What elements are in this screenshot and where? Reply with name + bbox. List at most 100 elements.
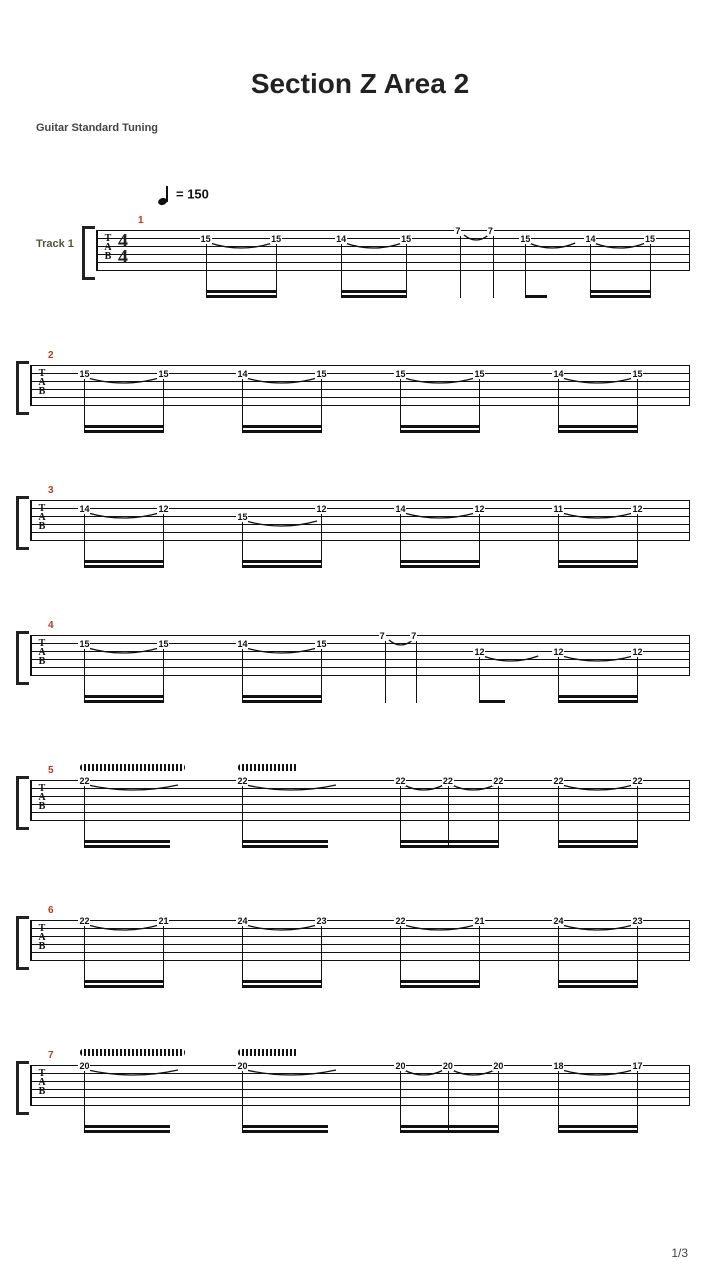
beam: [400, 560, 479, 563]
beam: [242, 1125, 327, 1128]
tie-arc: [562, 923, 633, 937]
bar-number: 7: [48, 1050, 54, 1061]
beam: [558, 1125, 637, 1128]
staff-system: TAB720202020201817: [30, 1065, 690, 1105]
staff-line: [96, 238, 690, 239]
barline: [30, 365, 32, 405]
tuning-label: Guitar Standard Tuning: [36, 122, 158, 134]
fret-number: 15: [200, 234, 212, 244]
note-stem: [400, 923, 401, 988]
note-stem: [321, 646, 322, 703]
note-stem: [637, 923, 638, 988]
beam: [479, 700, 504, 703]
note-stem: [558, 783, 559, 848]
beam: [242, 425, 321, 428]
tab-clef: TAB: [36, 369, 48, 396]
fret-number: 15: [644, 234, 656, 244]
fret-number: 7: [454, 226, 461, 236]
staff-system: TAB62221242322212423: [30, 920, 690, 960]
fret-number: 21: [157, 916, 169, 926]
system-bracket: [16, 916, 29, 970]
beam: [400, 980, 479, 983]
beam: [84, 840, 169, 843]
note-stem: [321, 376, 322, 433]
tie-arc: [88, 923, 159, 937]
tie-arc: [404, 783, 443, 797]
fret-number: 7: [410, 631, 417, 641]
fret-number: 12: [552, 647, 564, 657]
beam: [84, 700, 163, 703]
beam: [558, 1130, 637, 1133]
note-stem: [400, 1068, 401, 1133]
tie-arc: [464, 233, 489, 247]
fret-number: 24: [236, 916, 248, 926]
fret-number: 12: [157, 504, 169, 514]
staff-line: [30, 635, 690, 636]
fret-number: 23: [315, 916, 327, 926]
beam: [341, 295, 406, 298]
staff-line: [30, 508, 690, 509]
beam: [84, 845, 169, 848]
fret-number: 22: [78, 916, 90, 926]
beam: [242, 565, 321, 568]
tie-arc: [562, 376, 633, 390]
fret-number: 22: [394, 916, 406, 926]
beam: [525, 295, 547, 298]
note-stem: [448, 783, 449, 848]
fret-number: 22: [394, 776, 406, 786]
fret-number: 15: [519, 234, 531, 244]
fret-number: 22: [442, 776, 454, 786]
note-stem: [558, 1068, 559, 1133]
beam: [558, 700, 637, 703]
fret-number: 22: [552, 776, 564, 786]
beam: [558, 430, 637, 433]
beam: [558, 845, 637, 848]
staff-system: TAB41515141577121212: [30, 635, 690, 675]
note-stem: [400, 783, 401, 848]
staff-line: [96, 270, 690, 271]
staff-system: TAB522222222222222: [30, 780, 690, 820]
staff-line: [96, 262, 690, 263]
beam: [558, 695, 637, 698]
barline: [689, 500, 690, 540]
beam: [590, 295, 650, 298]
note-stem: [637, 783, 638, 848]
note-stem: [242, 1068, 243, 1133]
tie-arc: [246, 783, 336, 797]
barline: [689, 920, 690, 960]
tie-arc: [389, 638, 413, 652]
barline: [96, 230, 98, 270]
fret-number: 15: [157, 639, 169, 649]
beam: [590, 290, 650, 293]
system-bracket: [16, 1061, 29, 1115]
staff-line: [30, 532, 690, 533]
staff-line: [30, 365, 690, 366]
system-bracket: [16, 631, 29, 685]
system-bracket: [16, 496, 29, 550]
beam: [242, 840, 327, 843]
note-stem: [498, 783, 499, 848]
beam: [558, 565, 637, 568]
beam: [400, 1125, 498, 1128]
beam: [84, 695, 163, 698]
staff-line: [30, 405, 690, 406]
fret-number: 15: [78, 639, 90, 649]
barline: [689, 230, 690, 270]
barline: [30, 780, 32, 820]
time-signature: 44: [118, 233, 128, 265]
beam: [242, 980, 321, 983]
note-stem: [637, 511, 638, 568]
vibrato-mark: [238, 1049, 298, 1056]
note-stem: [84, 923, 85, 988]
beam: [242, 560, 321, 563]
staff-line: [30, 780, 690, 781]
barline: [689, 365, 690, 405]
staff-line: [30, 920, 690, 921]
tie-arc: [452, 1068, 495, 1082]
note-stem: [163, 923, 164, 988]
staff-line: [30, 1089, 690, 1090]
tie-arc: [246, 1068, 336, 1082]
tempo-marking: = 150: [158, 185, 209, 205]
fret-number: 17: [631, 1061, 643, 1071]
staff-line: [30, 1105, 690, 1106]
